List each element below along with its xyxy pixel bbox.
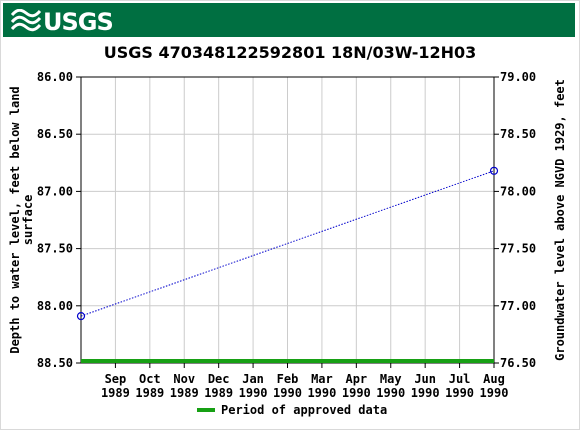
left-tick-label: 87.00 [37, 184, 73, 198]
right-axis-title: Groundwater level above NGVD 1929, feet [553, 79, 567, 361]
x-tick-month: May [380, 372, 402, 386]
x-tick-year: 1989 [101, 386, 130, 400]
left-tick-label: 88.00 [37, 299, 73, 313]
right-tick-label: 78.00 [500, 184, 536, 198]
x-tick-year: 1990 [480, 386, 509, 400]
x-tick-year: 1989 [170, 386, 199, 400]
x-tick-month: Nov [173, 372, 195, 386]
x-tick-year: 1990 [239, 386, 268, 400]
x-tick-year: 1990 [307, 386, 336, 400]
x-tick-year: 1989 [135, 386, 164, 400]
data-point [489, 166, 499, 175]
x-tick-month: Jan [242, 372, 264, 386]
approved-data-swatch [197, 408, 215, 412]
left-axis-title-line2: surface [21, 195, 35, 246]
x-tick-month: Aug [483, 372, 505, 386]
right-tick-label: 79.00 [500, 70, 536, 84]
legend-label-approved: Period of approved data [221, 403, 388, 417]
left-tick-label: 86.00 [37, 70, 73, 84]
x-tick-month: Dec [208, 372, 230, 386]
left-tick-label: 87.50 [37, 242, 73, 256]
left-tick-label: 86.50 [37, 127, 73, 141]
axis-ticks [76, 76, 499, 368]
x-tick-month: Sep [105, 372, 127, 386]
grid-lines [81, 77, 494, 363]
right-tick-label: 77.00 [500, 299, 536, 313]
x-tick-month: Mar [311, 372, 333, 386]
right-tick-label: 78.50 [500, 127, 536, 141]
x-tick-month: Oct [139, 372, 161, 386]
x-tick-month: Jun [414, 372, 436, 386]
usgs-logo[interactable]: USGS [10, 8, 114, 36]
x-tick-year: 1990 [273, 386, 302, 400]
x-tick-year: 1990 [376, 386, 405, 400]
left-axis-title-line1: Depth to water level, feet below land [8, 86, 22, 353]
x-tick-year: 1990 [445, 386, 474, 400]
x-tick-year: 1990 [411, 386, 440, 400]
chart-title: USGS 470348122592801 18N/03W-12H03 [103, 43, 477, 62]
x-tick-year: 1990 [342, 386, 371, 400]
tick-labels: 86.00 86.50 87.00 87.50 88.00 88.50 79.00 78.50… [37, 70, 536, 400]
usgs-banner: USGS [3, 3, 575, 37]
x-tick-month: Jul [449, 372, 471, 386]
legend: Period of approved data [197, 403, 387, 417]
usgs-wave-icon [10, 8, 42, 35]
x-tick-month: Apr [345, 372, 367, 386]
left-axis-title: Depth to water level, feet below landsur… [8, 86, 35, 353]
left-tick-label: 88.50 [37, 356, 73, 370]
data-point [76, 311, 86, 321]
x-tick-month: Feb [277, 372, 299, 386]
usgs-logo-text: USGS [43, 8, 114, 36]
right-tick-label: 77.50 [500, 242, 536, 256]
series-layer [76, 166, 499, 363]
right-tick-label: 76.50 [500, 356, 536, 370]
x-tick-year: 1989 [204, 386, 233, 400]
series-line [80, 170, 495, 317]
